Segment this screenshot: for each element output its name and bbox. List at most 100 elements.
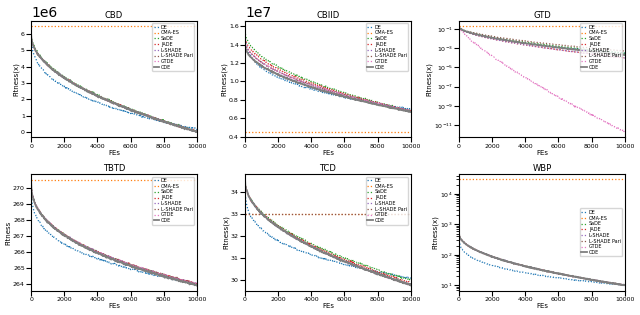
L-SHADE (340, 259, 348, 263)
L-SHADE (163, 121, 171, 124)
CDE (407, 110, 415, 114)
X-axis label: FEs: FEs (108, 303, 120, 309)
SaDE (241, 29, 249, 32)
Title: CBIID: CBIID (316, 11, 340, 20)
Line: SaDE: SaDE (245, 180, 411, 281)
DE (620, 284, 627, 287)
L-SHADE Pari (193, 130, 201, 134)
L-SHADE (403, 108, 411, 112)
L-SHADE (535, 45, 543, 49)
GTDE (591, 279, 598, 283)
DE (545, 275, 552, 279)
SaDE (403, 109, 411, 112)
L-SHADE Pari (241, 38, 249, 42)
L-SHADE (321, 250, 328, 254)
Line: SaDE: SaDE (245, 31, 411, 111)
Line: L-SHADE: L-SHADE (459, 234, 625, 285)
X-axis label: FEs: FEs (322, 303, 334, 309)
L-SHADE (407, 283, 415, 287)
JADE (407, 109, 415, 113)
SaDE (535, 267, 543, 271)
L-SHADE Pari (591, 47, 598, 50)
GTDE (241, 179, 249, 183)
Line: CDE: CDE (245, 180, 411, 285)
CMA-ES (163, 178, 171, 182)
L-SHADE Pari (163, 275, 171, 279)
Legend: DE, CMA-ES, SaDE, JADE, L-SHADE, L-SHADE Pari, GTDE, CDE: DE, CMA-ES, SaDE, JADE, L-SHADE, L-SHADE… (366, 23, 408, 71)
CMA-ES (591, 178, 598, 181)
SaDE (621, 51, 628, 55)
SaDE (535, 42, 543, 46)
DE (455, 24, 463, 28)
L-SHADE (320, 87, 328, 91)
L-SHADE (106, 255, 114, 258)
GTDE (193, 282, 201, 285)
SaDE (403, 278, 411, 281)
Line: GTDE: GTDE (459, 28, 625, 132)
CMA-ES (189, 178, 196, 182)
Line: DE: DE (31, 180, 197, 284)
Line: SaDE: SaDE (31, 32, 197, 132)
GTDE (126, 107, 134, 111)
CDE (618, 283, 626, 287)
CMA-ES (403, 212, 411, 216)
L-SHADE Pari (535, 267, 543, 271)
CMA-ES (28, 178, 35, 182)
L-SHADE Pari (117, 104, 125, 108)
SaDE (591, 278, 598, 282)
JADE (403, 280, 411, 284)
JADE (621, 283, 628, 287)
L-SHADE Pari (28, 33, 35, 37)
DE (331, 93, 339, 97)
Title: GTD: GTD (533, 11, 551, 20)
Line: JADE: JADE (459, 233, 625, 285)
L-SHADE (340, 93, 348, 97)
L-SHADE Pari (340, 93, 348, 97)
L-SHADE Pari (621, 49, 628, 53)
Line: JADE: JADE (459, 27, 625, 58)
CMA-ES (117, 24, 125, 28)
GTDE (321, 251, 328, 255)
DE (535, 43, 543, 47)
Line: DE: DE (245, 26, 411, 109)
CDE (545, 269, 552, 273)
Y-axis label: Fitness(x): Fitness(x) (433, 215, 439, 249)
L-SHADE Pari (617, 283, 625, 287)
JADE (407, 281, 415, 285)
JADE (617, 55, 625, 59)
X-axis label: FEs: FEs (108, 150, 120, 156)
L-SHADE (621, 283, 628, 287)
L-SHADE (534, 45, 541, 49)
SaDE (107, 100, 115, 103)
DE (241, 24, 249, 28)
JADE (241, 33, 249, 37)
JADE (321, 249, 328, 253)
JADE (621, 56, 628, 60)
L-SHADE (534, 267, 541, 271)
GTDE (621, 284, 628, 287)
L-SHADE Pari (455, 25, 463, 29)
CDE (117, 260, 125, 264)
DE (591, 281, 598, 284)
SaDE (455, 26, 463, 29)
GTDE (331, 255, 339, 259)
DE (189, 126, 196, 130)
DE (189, 281, 196, 284)
JADE (191, 130, 199, 134)
JADE (340, 92, 348, 96)
JADE (377, 271, 385, 275)
CDE (534, 267, 541, 271)
X-axis label: FEs: FEs (536, 150, 548, 156)
CMA-ES (241, 212, 249, 216)
Y-axis label: Fitness(x): Fitness(x) (13, 62, 19, 96)
JADE (377, 101, 385, 105)
CMA-ES (554, 24, 561, 28)
SaDE (107, 256, 115, 260)
GTDE (621, 284, 628, 287)
Line: JADE: JADE (31, 34, 197, 132)
JADE (163, 120, 171, 124)
CDE (377, 103, 385, 107)
CMA-ES (545, 24, 552, 28)
JADE (554, 272, 561, 275)
CDE (241, 178, 249, 182)
